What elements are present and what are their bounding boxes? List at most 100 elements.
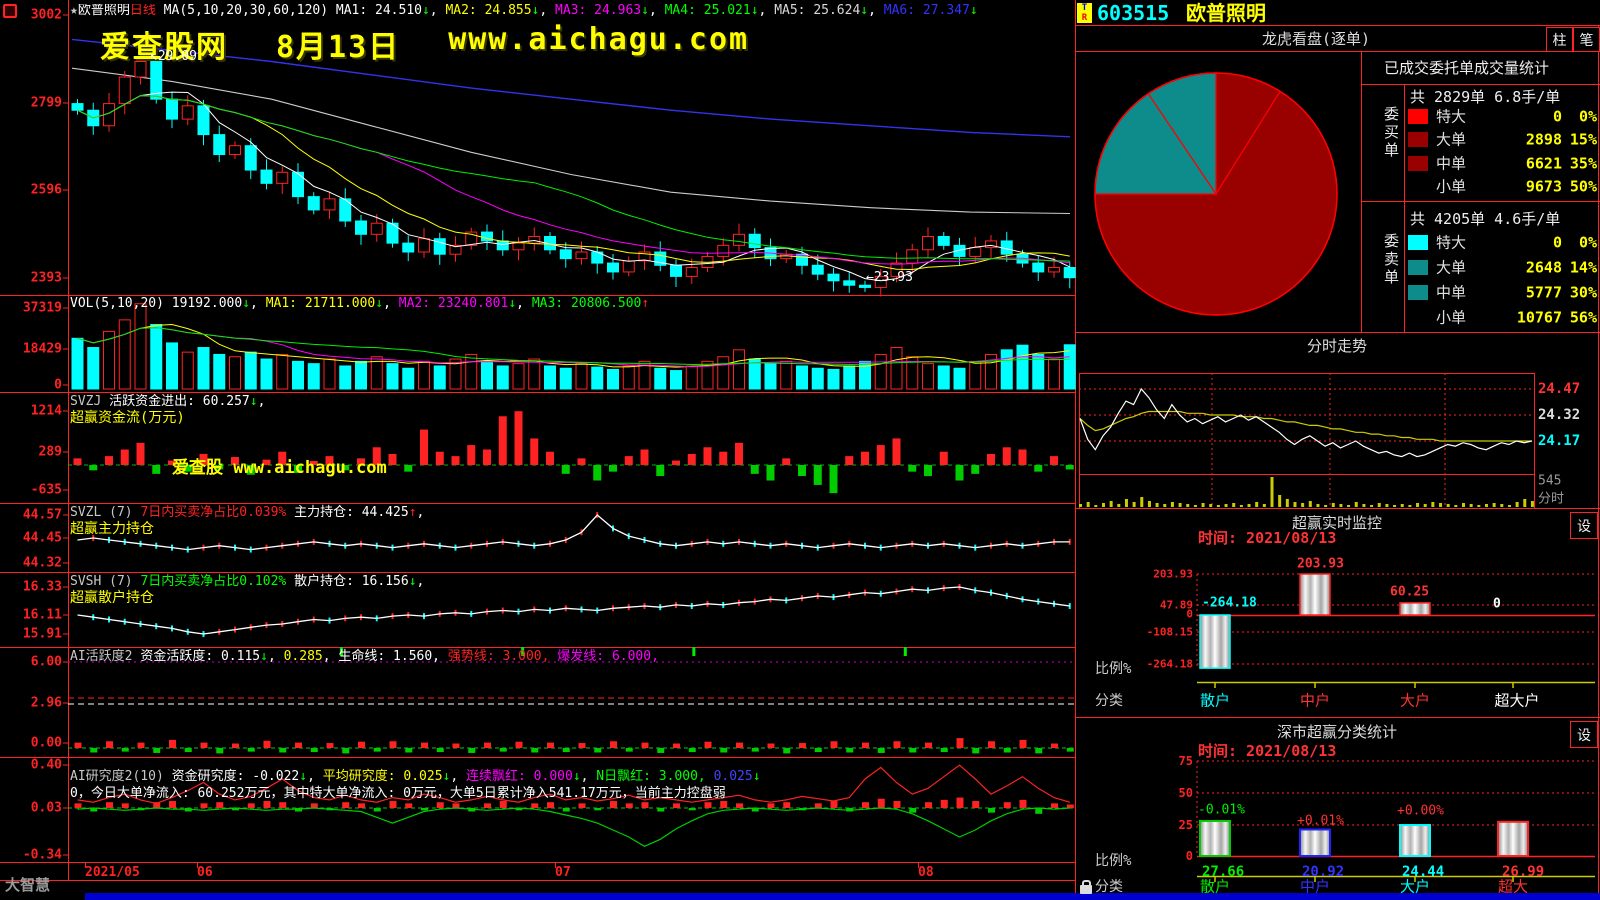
header-segment: ★ <box>70 4 78 17</box>
bar-mode-button[interactable]: 柱 <box>1546 27 1573 52</box>
realtime-category-label: 超大户 <box>1494 691 1540 710</box>
buy-row-pct: 35% <box>1569 154 1597 173</box>
realtime-axis-label: -264.18 <box>1146 657 1193 671</box>
class-value-label: 26.99 <box>1502 864 1545 880</box>
sell-swatch <box>1408 235 1428 250</box>
header-segment: ↓ <box>408 574 417 589</box>
svzj-sub-label: 超赢资金流(万元) <box>70 410 185 426</box>
pen-mode-button[interactable]: 笔 <box>1573 27 1600 52</box>
header-segment: ↓ <box>260 649 268 664</box>
app-corner-icon <box>3 4 17 18</box>
watermark: 爱查股网 8月13日 www.aichagu.com <box>100 22 749 66</box>
buy-row-pct: 0% <box>1578 107 1597 126</box>
y-axis-label: 0.00 <box>30 735 62 751</box>
buy-row-count: 2898 <box>1525 130 1562 149</box>
header-segment: , <box>450 769 467 784</box>
y-axis-label: 2393 <box>30 270 62 286</box>
sell-row-label: 中单 <box>1436 283 1467 302</box>
svzj-header: SVZJ 活跃资金进出: 60.257↓, <box>70 395 265 408</box>
header-segment: 7日内买卖净占比0.102% <box>140 574 295 589</box>
sell-row-pct: 14% <box>1569 258 1597 277</box>
header-segment: ↑ <box>641 296 650 311</box>
y-axis-label: 289 <box>38 444 62 460</box>
header-segment: MA1: 24.510 <box>335 4 422 17</box>
header-segment: 平均研究度: 0.025 <box>322 769 443 784</box>
stock-flag-badge: T R <box>1077 3 1092 23</box>
header-segment: , <box>322 649 339 664</box>
header-segment: 散户持仓: 16.156 <box>294 574 409 589</box>
class-category-label: 中户 <box>1299 877 1331 896</box>
header-segment: MA2: 23240.801 <box>398 296 509 311</box>
buy-summary: 共 2829单 6.8手/单 <box>1410 88 1561 106</box>
realtime-settings-button[interactable]: 设 <box>1570 512 1598 539</box>
buy-row-label: 大单 <box>1436 130 1467 149</box>
header-segment: MA3: 20806.500 <box>531 296 642 311</box>
x-axis-label: 2021/05 <box>85 865 140 880</box>
header-segment: 7日内买卖净占比0.039% <box>140 505 295 520</box>
header-segment: ↓ <box>442 769 451 784</box>
realtime-time-label: 时间: 2021/08/13 <box>1198 529 1337 547</box>
header-segment: 主力持仓: 44.425 <box>294 505 409 520</box>
y-axis-label: -635 <box>30 482 62 498</box>
header-segment: , <box>267 649 284 664</box>
class-pct-label: -0.01% <box>1198 802 1245 818</box>
buy-row-count: 9673 <box>1525 177 1562 196</box>
header-segment: ↓ <box>242 296 251 311</box>
y-axis-label: 2.96 <box>30 695 62 711</box>
realtime-category-label: 中户 <box>1299 691 1331 710</box>
class-pct-label: +0.01% <box>1297 813 1344 829</box>
header-segment: MA3: 24.963 <box>555 4 642 17</box>
header-segment: 0.285 <box>283 649 323 664</box>
sell-row-pct: 56% <box>1569 308 1597 327</box>
svzl-sub-label: 超赢主力持仓 <box>70 521 154 537</box>
class-panel-title: 深市超赢分类统计 <box>1276 723 1398 741</box>
svzl-header: SVZL (7) 7日内买卖净占比0.039% 主力持仓: 44.425↑, <box>70 506 424 519</box>
realtime-axis-label: 203.93 <box>1153 567 1193 581</box>
volume-chart <box>71 303 1076 390</box>
sell-swatch <box>1408 260 1428 275</box>
y-axis-label: 44.45 <box>22 530 62 546</box>
sell-swatch <box>1408 285 1428 300</box>
sell-row-label: 小单 <box>1436 308 1467 327</box>
class-bars-chart <box>1196 760 1595 882</box>
realtime-bars-chart <box>1196 573 1595 688</box>
class-settings-button[interactable]: 设 <box>1570 721 1598 748</box>
buy-row-count: 0 <box>1552 107 1562 126</box>
y-axis-label: -0.34 <box>22 847 62 863</box>
realtime-class-label: 分类 <box>1095 693 1123 709</box>
class-axis-label: 25 <box>1178 818 1193 832</box>
buy-swatch <box>1408 132 1428 148</box>
header-segment: MA(5,10,20,30,60,120) <box>155 4 336 17</box>
y-axis-label: 6.00 <box>30 654 62 670</box>
buy-row-pct: 15% <box>1569 130 1597 149</box>
intraday-panel-title: 分时走势 <box>1306 337 1368 355</box>
realtime-bar-value: -264.18 <box>1202 595 1257 611</box>
y-axis-label: 2799 <box>30 95 62 111</box>
header-segment: , <box>416 574 425 589</box>
buy-side-label: 委买单 <box>1384 105 1400 159</box>
realtime-bar-value: 60.25 <box>1390 584 1430 600</box>
class-category-label: 散户 <box>1199 877 1231 896</box>
y-axis-label: 37319 <box>22 300 62 316</box>
sell-row-count: 5777 <box>1525 283 1562 302</box>
class-axis-label: 75 <box>1178 754 1193 768</box>
y-axis-label: 16.33 <box>22 579 62 595</box>
watermark-url: www.aichagu.com <box>448 22 750 57</box>
header-segment: 资金活跃度: 0.115 <box>140 649 261 664</box>
buy-swatch <box>1408 109 1428 124</box>
class-pct-label: +0.00% <box>1397 803 1444 819</box>
header-segment: ↓ <box>641 4 649 17</box>
realtime-axis-label: 47.89 <box>1159 598 1193 612</box>
header-segment: 资金研究度: -0.022 <box>171 769 300 784</box>
y-axis-label: 0 <box>54 377 62 393</box>
ai-activity-header: AI活跃度2 资金活跃度: 0.115↓, 0.285, 生命线: 1.560,… <box>70 650 659 663</box>
header-segment: VOL(5,10,20) <box>70 296 172 311</box>
header-segment: , <box>429 4 446 17</box>
header-segment: 0.025 <box>713 769 753 784</box>
svzl-chart <box>77 512 1071 553</box>
class-category-label: 大户 <box>1399 877 1431 896</box>
y-axis-label: 16.11 <box>22 607 62 623</box>
class-axis-label: 50 <box>1178 786 1193 800</box>
sell-row-pct: 0% <box>1578 233 1597 252</box>
realtime-category-label: 散户 <box>1199 691 1231 710</box>
